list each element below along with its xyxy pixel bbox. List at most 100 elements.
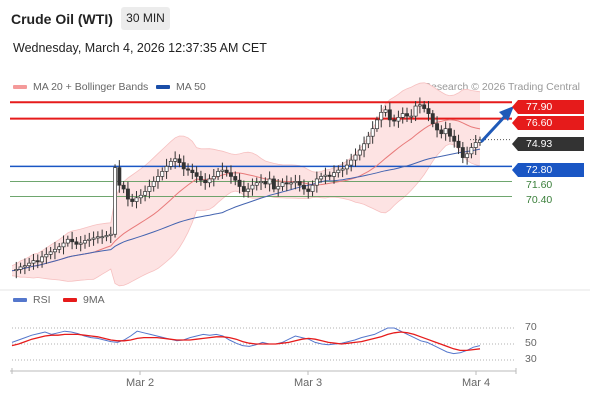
candle [396,117,401,122]
candle [95,236,100,239]
x-label-mar2: Mar 2 [125,377,155,389]
candle [138,194,143,199]
candle [323,174,328,177]
rsi-tick-70: 70 [525,321,537,333]
candle [456,140,461,148]
candle [460,147,465,158]
candle [108,233,113,236]
candle [344,164,349,170]
timeframe-button[interactable]: 30 MIN [121,7,170,30]
candle [332,172,336,177]
candle [27,262,32,267]
candle [35,260,40,263]
candle [203,179,208,184]
candle [186,168,190,171]
legend-ma50-label: MA 50 [176,81,206,93]
candle [353,154,358,161]
candle [405,113,409,117]
rsi-ma-swatch-icon [63,298,77,303]
candle [293,181,298,184]
candle [254,182,259,186]
bollinger-upper-line [11,82,481,267]
candle [426,108,431,114]
candle [387,109,392,121]
candle [417,104,422,107]
candle [78,242,83,245]
candle [220,169,225,172]
legend-ma20-label: MA 20 + Bollinger Bands [33,81,149,93]
candle [259,181,263,184]
level-r2-label: 77.90 [512,100,584,114]
forecast-arrow-head-icon [499,106,514,121]
candle [194,172,199,177]
candle [48,251,53,255]
candle [422,104,427,109]
candle [87,238,92,241]
candle [147,186,152,192]
x-label-mar3: Mar 3 [293,377,323,389]
rsi-tick-50: 50 [525,337,537,349]
candle [319,176,324,180]
candle [143,191,148,196]
rsi-line [11,327,481,355]
candle [113,167,117,235]
legend-rsi-label: RSI [33,294,51,306]
level-r1-label: 76.60 [512,116,584,130]
candle [267,178,272,185]
candle [233,176,238,181]
candle [181,162,186,170]
candle [207,178,212,184]
candle [336,169,341,174]
candle [83,240,87,244]
candle [375,119,379,130]
candle [241,186,246,192]
candle [104,235,109,238]
candle [289,182,294,185]
candle [134,197,139,202]
bollinger-band [12,82,480,286]
candle [357,149,362,156]
candle [349,159,354,166]
candle [211,176,216,180]
candle [306,188,311,192]
candle [430,113,435,124]
candle [156,176,160,182]
candle [443,128,448,135]
x-label-mar4: Mar 4 [461,377,491,389]
legend-rsi: RSI [13,294,51,306]
candle [100,236,105,239]
datetime-label: Wednesday, March 4, 2026 12:37:35 AM CET [13,41,267,55]
candle [246,188,251,192]
forecast-arrow [480,112,509,143]
candle [340,168,345,171]
candle [117,167,122,186]
ma50-line [11,148,481,272]
candle [383,109,388,113]
level-pivot-label: 72.80 [512,163,584,177]
candle [224,169,229,174]
candle [366,135,371,145]
candle [392,119,397,122]
candle [70,238,75,243]
candle [469,147,474,155]
candle [439,129,444,135]
candle [164,166,169,172]
legend-ma50: MA 50 [156,81,206,93]
candle [362,143,367,151]
candle [400,113,405,118]
candle [52,248,57,253]
candle [327,174,332,177]
candle [57,246,62,250]
legend-rsi-ma: 9MA [63,294,105,306]
bollinger-lower-line [11,143,481,287]
candle [284,182,289,185]
candle [216,171,221,177]
candle [130,198,135,202]
legend-rsi-ma-label: 9MA [83,294,105,306]
candle [473,142,478,148]
candle [229,172,233,177]
candle [302,184,306,190]
candle [160,171,165,177]
candle [198,176,203,181]
